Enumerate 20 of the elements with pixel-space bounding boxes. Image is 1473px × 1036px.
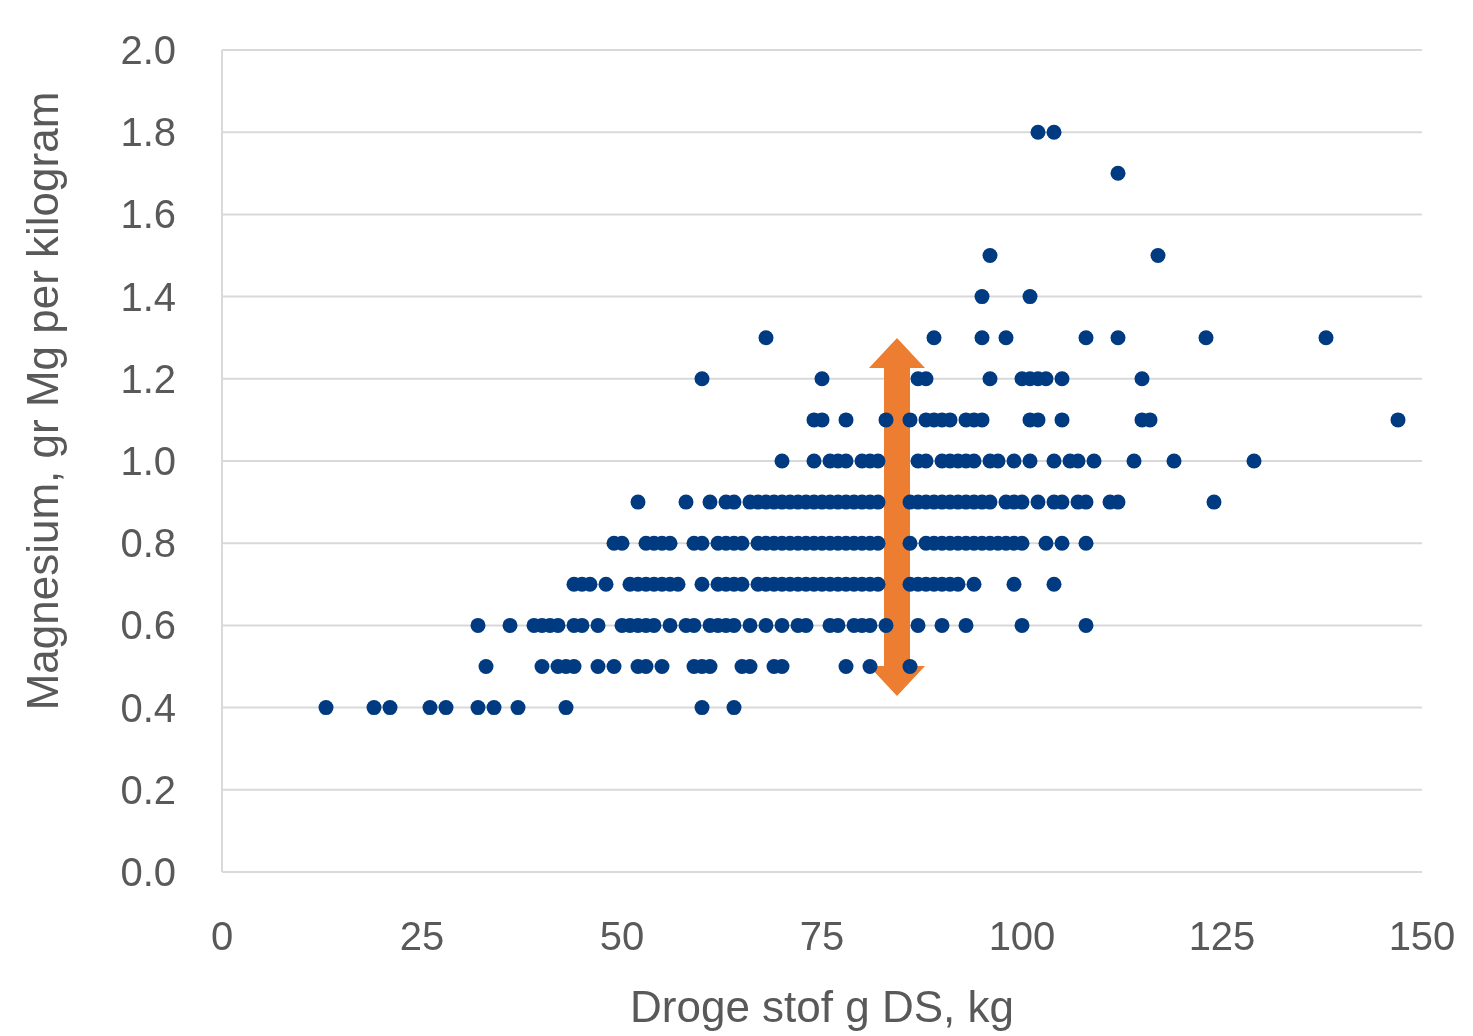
y-tick-label: 0.8 — [120, 521, 176, 566]
x-tick-label: 75 — [799, 914, 845, 958]
x-tick-label: 0 — [210, 914, 234, 958]
y-axis-title: Magnesium, gr Mg per kilogram — [18, 91, 67, 711]
y-tick-label: 1.4 — [120, 274, 176, 319]
x-tick-label: 100 — [988, 914, 1056, 958]
y-tick-label: 0.2 — [120, 767, 176, 812]
x-tick-label: 25 — [399, 914, 445, 958]
y-tick-label: 1.2 — [120, 356, 176, 401]
y-tick-label: 0.6 — [120, 603, 176, 648]
x-tick-label: 125 — [1188, 914, 1256, 958]
y-tick-label: 0.4 — [120, 685, 176, 730]
y-tick-label: 0.0 — [120, 850, 176, 894]
y-tick-label: 1.6 — [120, 192, 176, 237]
y-tick-label: 2.0 — [120, 28, 176, 72]
x-axis-title: Droge stof g DS, kg — [630, 982, 1014, 1031]
y-tick-label: 1.0 — [120, 439, 176, 483]
x-tick-label: 150 — [1388, 914, 1456, 958]
y-tick-label: 1.8 — [120, 110, 176, 155]
x-tick-label: 50 — [599, 914, 645, 958]
